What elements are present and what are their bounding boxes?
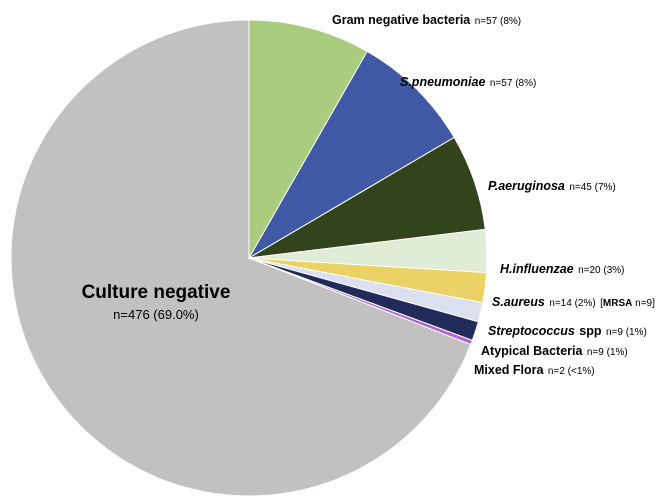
slice-label-atypical-bacteria: Atypical Bacteria n=9 (1%) [481, 343, 628, 359]
slice-count-streptococcus: n=9 (1%) [605, 327, 647, 338]
slice-count-h-influenzae: n=20 (3%) [578, 265, 625, 276]
slice-label-s-aureus: S.aureus n=14 (2%) [MRSA n=9] [492, 294, 655, 310]
pie-slice-gram-negative-bacteria [248, 19, 368, 260]
slice-label-mixed-flora: Mixed Flora n=2 (<1%) [474, 362, 595, 378]
slice-mrsa-note: [MRSA n=9] [600, 298, 655, 309]
slice-name-h-influenzae: H.influenzae [500, 262, 574, 276]
slice-count-mixed-flora: n=2 (<1%) [547, 366, 595, 377]
slice-name-p-aeruginosa: P.aeruginosa [488, 179, 565, 193]
slice-count-s-pneumoniae: n=57 (8%) [489, 78, 537, 89]
pie-slices [10, 19, 488, 497]
slice-name-suffix-streptococcus: spp [579, 324, 602, 338]
slice-name-culture-negative: Culture negative [81, 282, 231, 303]
slice-name-streptococcus: Streptococcus [488, 324, 575, 338]
pie-slice-s-pneumoniae [247, 50, 455, 260]
slice-name-s-pneumoniae: S.pneumoniae [400, 75, 486, 89]
slice-label-s-pneumoniae: S.pneumoniae n=57 (8%) [400, 74, 536, 90]
slice-name-s-aureus: S.aureus [492, 295, 545, 309]
mrsa-count: n=9 [635, 298, 653, 309]
slice-count-p-aeruginosa: n=45 (7%) [569, 182, 616, 193]
slice-count-gram-negative: n=57 (8%) [474, 16, 522, 27]
slice-label-h-influenzae: H.influenzae n=20 (3%) [500, 261, 625, 277]
slice-name-gram-negative: Gram negative bacteria [332, 13, 471, 27]
slice-count-s-aureus: n=14 (2%) [549, 298, 596, 309]
slice-label-gram-negative: Gram negative bacteria n=57 (8%) [332, 12, 521, 28]
slice-label-culture-negative: Culture negative n=476 (69.0%) [46, 282, 266, 322]
pie-slice-mixed-flora [248, 257, 473, 346]
slice-count-atypical-bacteria: n=9 (1%) [586, 347, 628, 358]
mrsa-label: MRSA [602, 298, 633, 309]
slice-name-mixed-flora: Mixed Flora [474, 363, 544, 377]
slice-label-p-aeruginosa: P.aeruginosa n=45 (7%) [488, 178, 616, 194]
pie-slice-culture-negative [10, 19, 472, 497]
slice-count-culture-negative: n=476 (69.0%) [113, 307, 199, 322]
slice-name-atypical-bacteria: Atypical Bacteria [481, 344, 583, 358]
slice-label-streptococcus: Streptococcus spp n=9 (1%) [488, 323, 647, 339]
